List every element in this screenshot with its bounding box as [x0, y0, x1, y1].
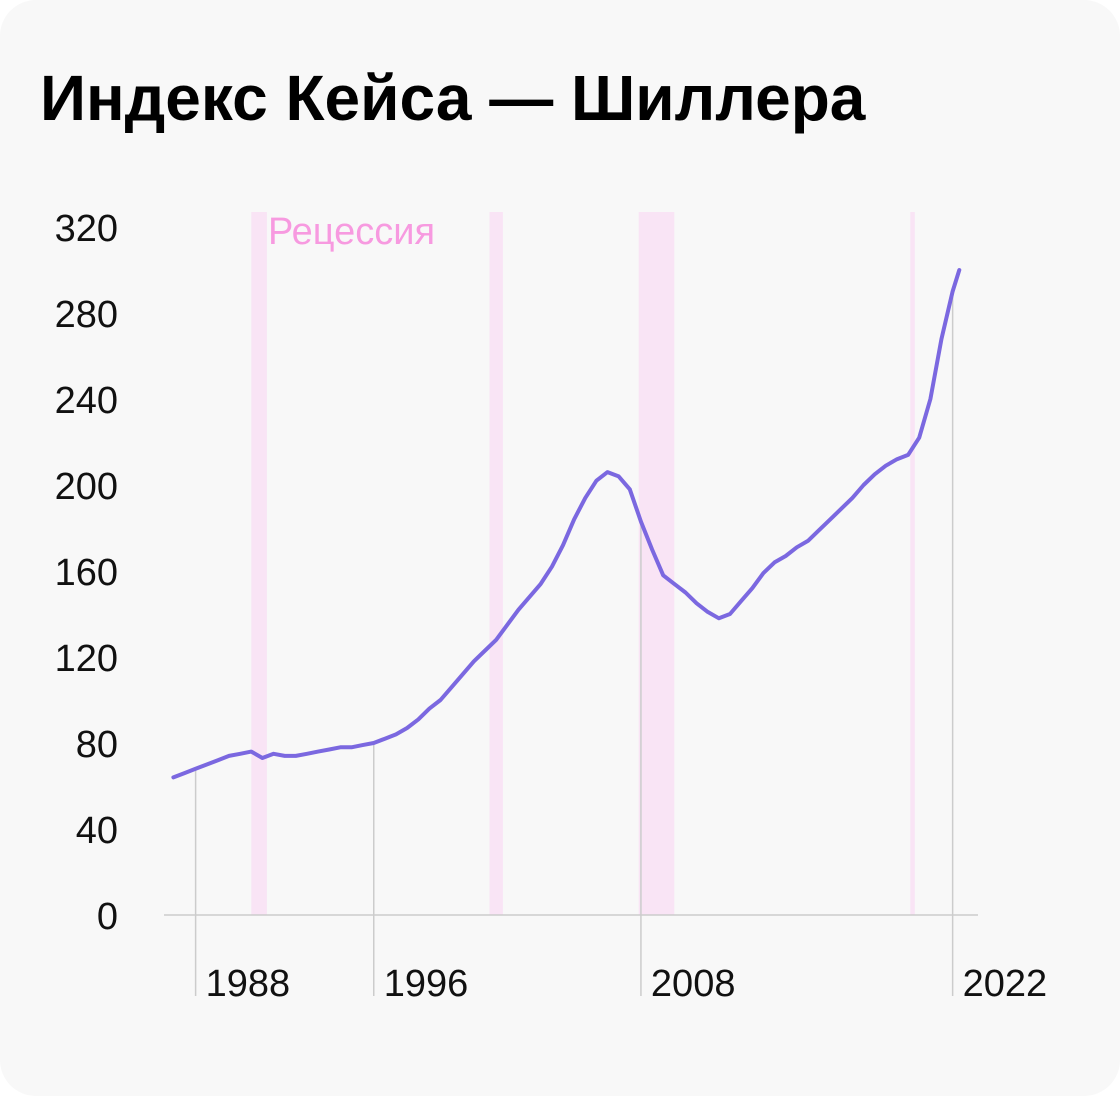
recession-bands: [251, 212, 915, 915]
x-tick-label-1996: 1996: [384, 963, 469, 1005]
y-tick-label-320: 320: [55, 208, 118, 250]
x-grid: [194, 291, 954, 996]
x-tick-label-2022: 2022: [963, 963, 1048, 1005]
recession-band-2: [489, 212, 503, 915]
y-tick-label-40: 40: [76, 810, 118, 852]
series-line: [171, 268, 962, 780]
x-tick-label-2008: 2008: [651, 963, 736, 1005]
y-tick-label-280: 280: [55, 294, 118, 336]
recession-band-4: [910, 212, 915, 915]
y-tick-label-80: 80: [76, 724, 118, 766]
y-tick-label-160: 160: [55, 552, 118, 594]
x-tick-label-1988: 1988: [206, 963, 291, 1005]
y-tick-label-120: 120: [55, 638, 118, 680]
recession-band-1: [251, 212, 267, 915]
y-tick-label-0: 0: [97, 896, 118, 938]
x-axis: 1988 1996 2008 2022: [206, 963, 1048, 1005]
chart-title: Индекс Кейса — Шиллера: [40, 62, 866, 134]
y-axis: 0 40 80 120 160 200 240 280 320: [55, 208, 118, 938]
y-tick-label-200: 200: [55, 466, 118, 508]
y-tick-label-240: 240: [55, 380, 118, 422]
recession-annotation: Рецессия: [268, 211, 435, 253]
